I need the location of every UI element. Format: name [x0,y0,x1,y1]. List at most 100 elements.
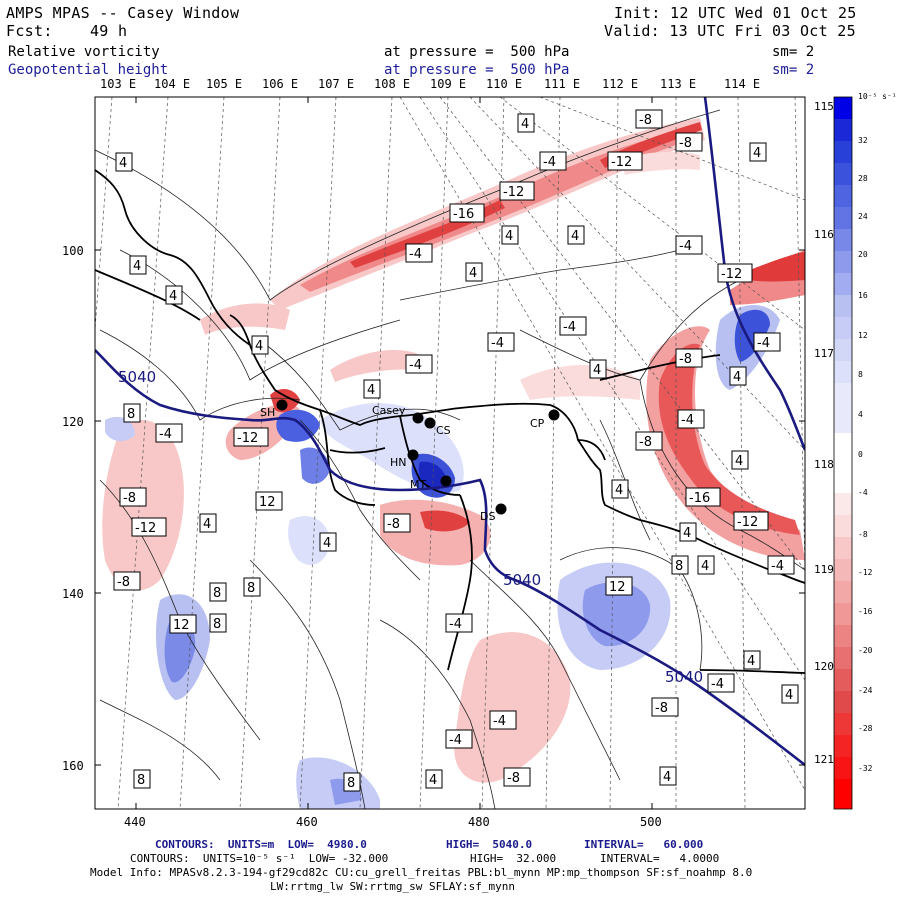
svg-text:-16: -16 [453,207,474,222]
station-markers: SH Casey CS HN CP MT DS [260,399,560,523]
svg-text:4: 4 [469,266,477,281]
svg-text:8: 8 [213,586,221,601]
contour-label-box: 4 [659,766,677,786]
contour-label-box: -4 [767,555,795,575]
station-dot [495,503,507,515]
colorbar-tick: -28 [858,724,873,733]
svg-text:4: 4 [753,146,761,161]
field2-name: Geopotential height [8,62,169,78]
colorbar-tick: -32 [858,764,873,773]
svg-text:4: 4 [133,259,141,274]
colorbar-tick: -24 [858,686,873,695]
lon-label: 103 E [100,77,137,91]
station-label: SH [260,406,275,419]
contour-label-box: -4 [539,151,567,171]
field2-level: at pressure = 500 hPa [384,62,570,78]
contour-label-box: 4 [679,522,697,542]
station-dot [424,417,436,429]
svg-text:4: 4 [169,289,177,304]
init-time: Init: 12 UTC Wed 01 Oct 25 [614,4,857,22]
svg-text:-4: -4 [409,358,422,373]
svg-text:4: 4 [255,339,263,354]
svg-text:12: 12 [259,495,276,510]
colorbar-tick: -12 [858,568,873,577]
svg-text:-8: -8 [655,701,668,716]
lon-label: 107 E [318,77,355,91]
forecast-hour: Fcst: 49 h [6,22,128,40]
contour-label-box: -8 [675,132,703,152]
svg-text:4: 4 [571,229,579,244]
svg-text:8: 8 [347,776,355,791]
svg-text:4: 4 [701,559,709,574]
svg-text:-4: -4 [711,677,724,692]
svg-text:8: 8 [675,559,683,574]
svg-text:-8: -8 [117,575,130,590]
field1-level: at pressure = 500 hPa [384,44,570,60]
height-label: 5040 [503,571,541,589]
contour-label-box: -4 [753,332,781,352]
contour-label-box: 4 [251,335,269,355]
footer-height-high: HIGH= 5040.0 [446,838,533,851]
colorbar [833,96,853,810]
station-dot [548,409,560,421]
colorbar-tick: -16 [858,607,873,616]
svg-text:-12: -12 [135,521,156,536]
contour-label-box: -4 [559,316,587,336]
contour-label-box: -12 [499,181,535,201]
svg-text:-8: -8 [123,491,136,506]
lon-label: 109 E [430,77,467,91]
contour-label-box: -4 [155,423,183,443]
colorbar-tick: 12 [858,331,868,340]
svg-text:12: 12 [173,618,190,633]
station-label: DS [480,510,495,523]
svg-text:12: 12 [609,580,626,595]
svg-text:-8: -8 [679,352,692,367]
contour-label-box: 4 [115,152,133,172]
x-tick-label: 460 [296,815,318,829]
footer-vort-high: HIGH= 32.000 [470,852,557,865]
lon-label: 104 E [154,77,191,91]
contour-label-box: -16 [685,487,721,507]
svg-text:4: 4 [119,156,127,171]
svg-text:-4: -4 [491,336,504,351]
colorbar-unit: 10⁻⁵ s⁻¹ [858,92,897,101]
svg-text:4: 4 [505,229,513,244]
contour-label-box: 4 [611,479,629,499]
svg-text:-4: -4 [449,617,462,632]
y-tick-label: 140 [62,587,84,601]
contour-label-box: 4 [165,285,183,305]
station-label: CS [436,424,451,437]
svg-text:-12: -12 [237,431,258,446]
svg-text:8: 8 [127,407,135,422]
svg-text:-4: -4 [449,733,462,748]
contour-label-box: -4 [489,710,517,730]
svg-text:4: 4 [733,370,741,385]
footer-height-contour-info: CONTOURS: UNITS=m LOW= 4980.0 [155,838,367,851]
contour-label-box: -4 [675,235,703,255]
contour-label-box: 4 [465,262,483,282]
height-label: 5040 [118,368,156,386]
svg-text:4: 4 [683,526,691,541]
svg-text:-4: -4 [543,155,556,170]
contour-label-box: -12 [717,263,753,283]
contour-label-box: 8 [343,772,361,792]
coastline [95,169,805,674]
station-label: HN [390,456,407,469]
colorbar-tick: 4 [858,410,863,419]
station-label: MT [410,478,426,491]
station-dot [440,475,452,487]
footer-vort-contour-info: CONTOURS: UNITS=10⁻⁵ s⁻¹ LOW= -32.000 [130,852,389,865]
contour-label-box: -4 [445,729,473,749]
contour-label-box: -12 [233,427,269,447]
svg-text:-8: -8 [507,771,520,786]
footer-height-interval: INTERVAL= 60.000 [584,838,704,851]
svg-text:-4: -4 [493,714,506,729]
contour-label-box: -8 [113,571,141,591]
y-tick-label: 160 [62,759,84,773]
svg-text:4: 4 [593,363,601,378]
contour-label-box: 4 [697,555,715,575]
svg-text:8: 8 [213,617,221,632]
plot-frame [94,96,806,810]
x-tick-label: 480 [468,815,490,829]
